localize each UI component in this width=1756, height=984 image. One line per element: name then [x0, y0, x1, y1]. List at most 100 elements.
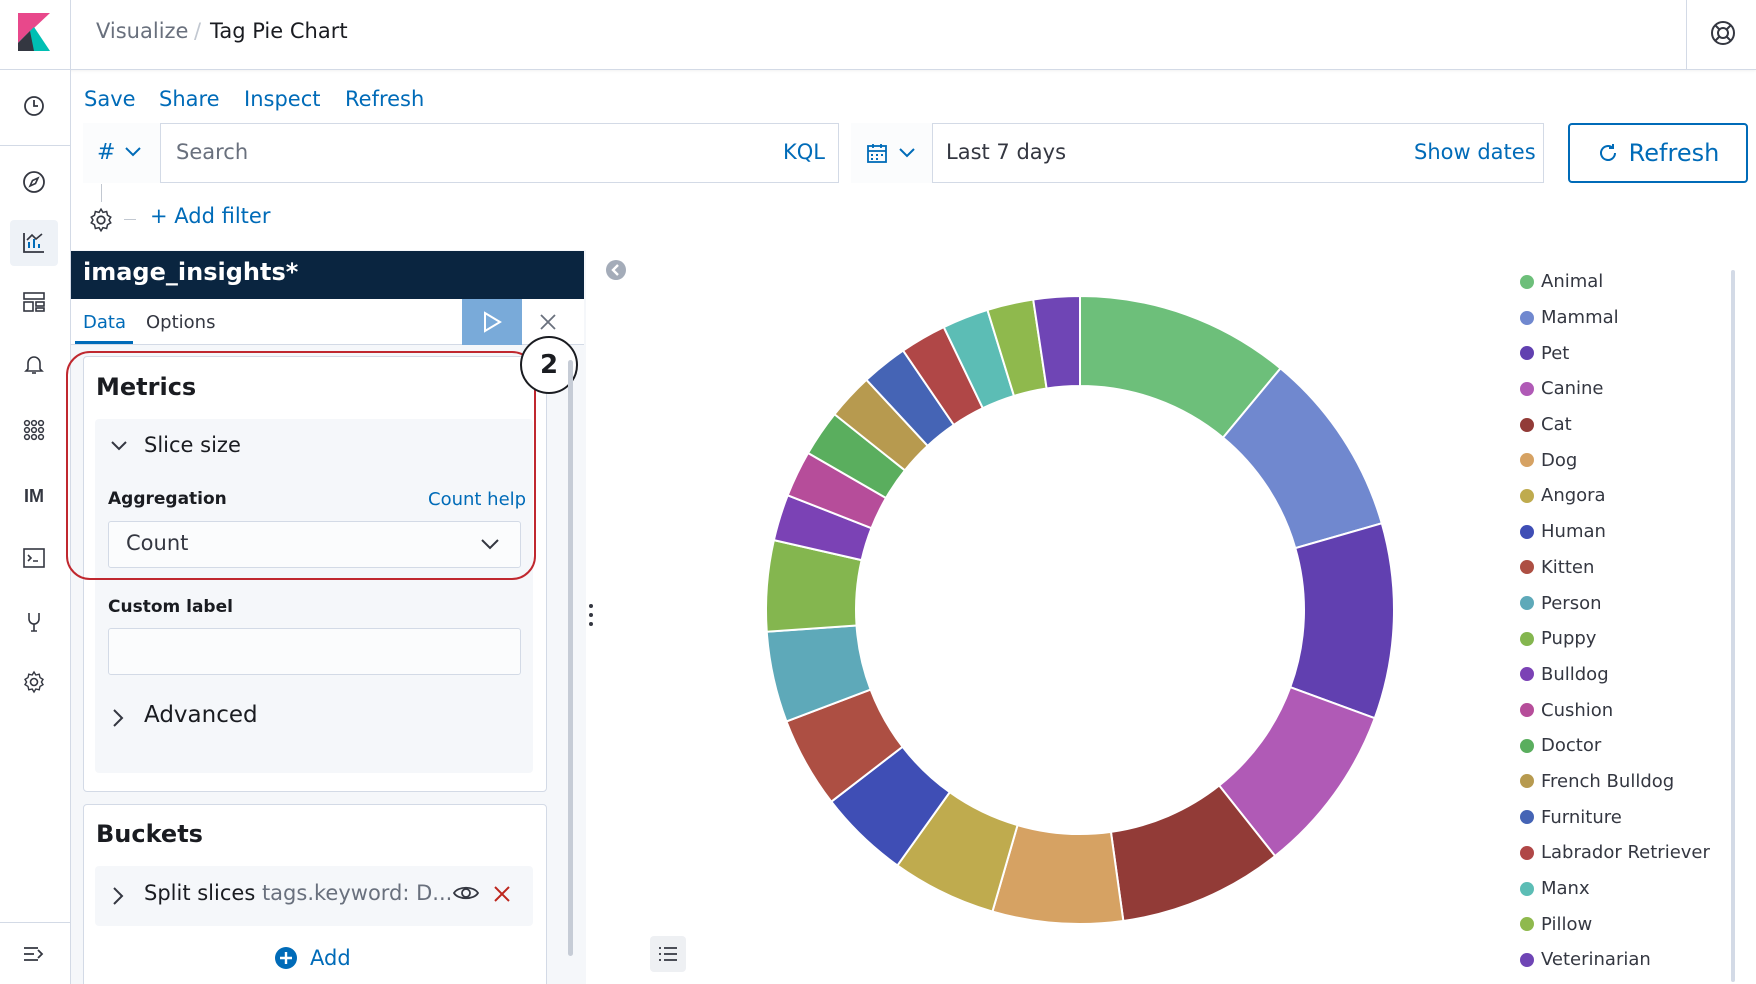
refresh-link[interactable]: Refresh — [345, 87, 425, 111]
legend-item[interactable]: Bulldog — [1520, 657, 1720, 693]
split-slices-section — [95, 866, 533, 926]
split-slices-toggle[interactable]: Split slices tags.keyword: D... — [144, 881, 452, 905]
legend-item[interactable]: Animal — [1520, 264, 1720, 300]
date-range-label[interactable]: Last 7 days — [946, 140, 1067, 164]
monitoring-heartbeat-icon[interactable] — [20, 608, 48, 636]
legend-item[interactable]: Manx — [1520, 871, 1720, 907]
pie-slice-pet[interactable] — [1288, 522, 1395, 720]
legend-item[interactable]: Doctor — [1520, 728, 1720, 764]
legend-color-dot — [1520, 274, 1534, 289]
legend-item[interactable]: Furniture — [1520, 799, 1720, 835]
legend-item[interactable]: Angora — [1520, 478, 1720, 514]
tab-data[interactable]: Data — [83, 312, 126, 333]
dashboard-icon[interactable] — [20, 288, 48, 316]
legend-label: Cushion — [1541, 699, 1614, 721]
refresh-button[interactable]: Refresh — [1568, 123, 1748, 183]
image-insights-im-icon[interactable]: IM — [24, 485, 44, 506]
pie-slice-veterinarian[interactable] — [1032, 294, 1081, 390]
add-bucket-button[interactable]: Add — [274, 946, 351, 970]
chevron-down-icon[interactable] — [110, 440, 128, 452]
legend-toggle-button[interactable] — [650, 936, 686, 972]
legend-item[interactable]: Pillow — [1520, 906, 1720, 942]
panel-scrollbar[interactable] — [568, 360, 573, 956]
kql-toggle[interactable]: KQL — [783, 140, 825, 164]
apps-grid-icon[interactable] — [20, 416, 48, 444]
aggregation-label: Aggregation — [108, 489, 227, 509]
advanced-toggle[interactable]: Advanced — [144, 702, 258, 728]
legend-item[interactable]: Canine — [1520, 371, 1720, 407]
side-navigation — [0, 70, 71, 984]
apply-changes-button[interactable] — [462, 299, 522, 345]
collapse-menu-icon[interactable] — [20, 940, 48, 968]
legend-item[interactable]: Kitten — [1520, 550, 1720, 586]
count-help-link[interactable]: Count help — [428, 489, 527, 510]
aggregation-value: Count — [126, 531, 189, 555]
save-link[interactable]: Save — [84, 87, 136, 111]
legend-label: Mammal — [1541, 307, 1619, 329]
custom-label-label: Custom label — [108, 597, 233, 617]
legend-item[interactable]: Puppy — [1520, 621, 1720, 657]
legend-item[interactable]: Person — [1520, 585, 1720, 621]
legend-label: Puppy — [1541, 628, 1597, 650]
collapse-sidebar-icon[interactable] — [604, 258, 628, 282]
slice-size-toggle[interactable]: Slice size — [144, 433, 241, 457]
custom-label-input[interactable] — [108, 628, 521, 675]
legend-color-dot — [1520, 524, 1534, 539]
legend-item[interactable]: Human — [1520, 514, 1720, 550]
inspect-link[interactable]: Inspect — [244, 87, 321, 111]
legend-item[interactable]: Mammal — [1520, 300, 1720, 336]
legend-color-dot — [1520, 560, 1534, 575]
chevron-down-icon[interactable] — [480, 538, 500, 551]
legend-scrollbar[interactable] — [1731, 270, 1735, 982]
split-field-label: tags.keyword: D... — [261, 881, 453, 905]
share-link[interactable]: Share — [159, 87, 220, 111]
management-gear-icon[interactable] — [20, 668, 48, 696]
legend-item[interactable]: French Bulldog — [1520, 764, 1720, 800]
discard-close-icon[interactable] — [534, 308, 562, 336]
chevron-right-icon[interactable] — [112, 708, 124, 728]
legend-item[interactable]: Pet — [1520, 335, 1720, 371]
quick-date-menu[interactable] — [851, 123, 933, 183]
add-filter-link[interactable]: + Add filter — [150, 204, 271, 228]
legend-item[interactable]: Cat — [1520, 407, 1720, 443]
legend-color-dot — [1520, 381, 1534, 396]
breadcrumb-visualize[interactable]: Visualize — [96, 19, 189, 43]
header-bar — [0, 0, 1756, 70]
discover-compass-icon[interactable] — [20, 168, 48, 196]
legend-item[interactable]: Veterinarian — [1520, 942, 1720, 978]
tab-options[interactable]: Options — [146, 312, 216, 333]
calendar-icon[interactable] — [866, 142, 888, 164]
help-lifebuoy-icon[interactable] — [1708, 18, 1738, 48]
dev-tools-console-icon[interactable] — [20, 544, 48, 572]
legend-item[interactable]: Cushion — [1520, 692, 1720, 728]
legend-color-dot — [1520, 631, 1534, 646]
filter-options-gear-icon[interactable] — [88, 207, 114, 233]
query-language-menu[interactable] — [83, 123, 161, 183]
add-bucket-label: Add — [310, 946, 351, 970]
legend-color-dot — [1520, 453, 1534, 468]
legend-item[interactable]: Labrador Retriever — [1520, 835, 1720, 871]
nav-separator — [0, 145, 71, 146]
recently-viewed-clock-icon[interactable] — [20, 92, 48, 120]
resize-handle-icon[interactable] — [584, 600, 598, 630]
legend-label: Kitten — [1541, 556, 1595, 578]
remove-cross-icon[interactable] — [492, 884, 512, 904]
legend-color-dot — [1520, 417, 1534, 432]
eye-icon[interactable] — [452, 883, 480, 903]
search-input[interactable] — [176, 132, 736, 172]
legend-label: Bulldog — [1541, 663, 1609, 685]
legend-label: Cat — [1541, 414, 1572, 436]
header-divider-right — [1686, 0, 1687, 70]
show-dates-link[interactable]: Show dates — [1414, 140, 1536, 164]
chevron-down-icon[interactable] — [124, 146, 142, 158]
legend-label: Veterinarian — [1541, 949, 1651, 971]
visualize-chart-icon[interactable] — [20, 228, 48, 256]
alerting-bell-icon[interactable] — [20, 350, 48, 378]
legend-item[interactable]: Dog — [1520, 442, 1720, 478]
chevron-down-icon[interactable] — [898, 147, 916, 159]
legend-label: Animal — [1541, 271, 1604, 293]
chevron-right-icon[interactable] — [112, 886, 124, 906]
refresh-icon — [1599, 144, 1616, 161]
aggregation-select[interactable] — [108, 521, 521, 568]
kibana-logo-icon[interactable] — [18, 13, 50, 51]
